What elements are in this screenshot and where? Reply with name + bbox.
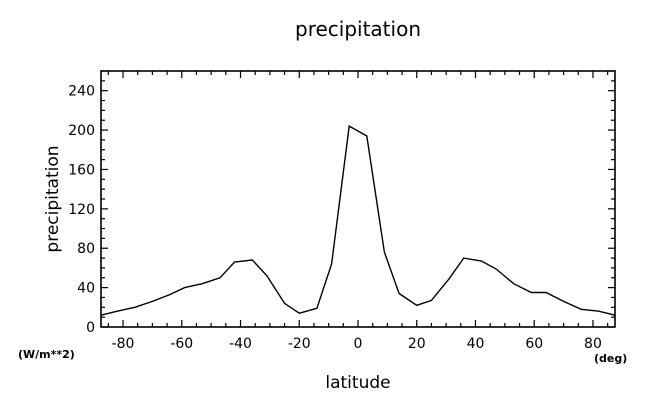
y-tick-label: 120 <box>68 202 95 218</box>
y-tick-label: 160 <box>68 162 95 178</box>
plot-frame <box>100 70 616 328</box>
y-axis: 0 40 80 120 160 200 240 <box>68 70 615 336</box>
y-axis-unit: (W/m**2) <box>18 348 75 361</box>
y-tick-label: 0 <box>86 320 95 336</box>
x-tick-label: -60 <box>170 336 193 352</box>
y-tick-label: 240 <box>68 84 95 100</box>
chart-title: precipitation <box>295 17 421 41</box>
y-tick-label: 40 <box>77 281 95 297</box>
y-tick-label: 200 <box>68 123 95 139</box>
x-tick-label: 80 <box>584 336 602 352</box>
x-axis-label: latitude <box>325 373 390 393</box>
x-tick-label: -20 <box>288 336 311 352</box>
x-axis-unit: (deg) <box>594 352 627 365</box>
x-tick-label: 0 <box>354 336 363 352</box>
y-tick-label: 80 <box>77 241 95 257</box>
x-tick-label: 20 <box>408 336 426 352</box>
precipitation-series-line <box>100 124 616 316</box>
x-axis: -80 -60 -40 -20 0 20 40 60 80 <box>107 71 609 352</box>
y-axis-label: precipitation <box>43 145 63 252</box>
x-tick-label: -40 <box>229 336 252 352</box>
x-tick-label: 40 <box>467 336 485 352</box>
x-tick-label: -80 <box>112 336 135 352</box>
x-tick-label: 60 <box>525 336 543 352</box>
